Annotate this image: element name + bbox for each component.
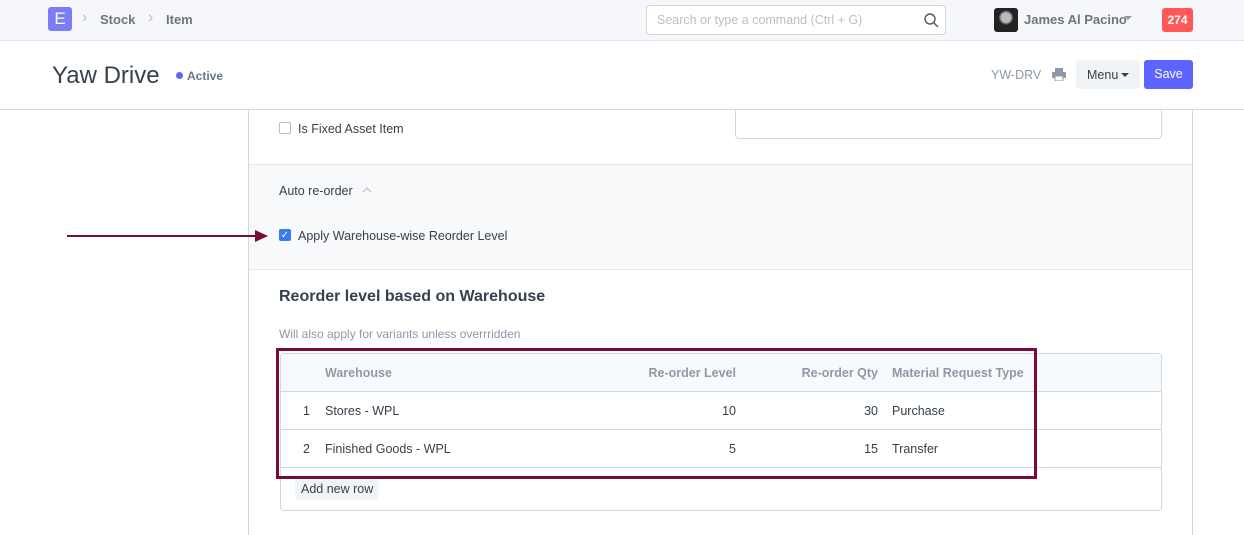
chevron-up-icon[interactable] [362,186,372,193]
col-warehouse: Warehouse [325,366,392,380]
menu-label: Menu [1087,68,1119,82]
avatar[interactable] [994,8,1018,32]
chevron-right-icon: › [82,9,88,26]
fixed-asset-checkbox[interactable] [279,122,291,134]
add-new-row-button[interactable]: Add new row [295,478,380,500]
breadcrumb-stock[interactable]: Stock [100,12,136,27]
reorder-heading: Reorder level based on Warehouse [279,288,546,305]
reorder-level-cell[interactable]: 10 [722,404,736,418]
row-index: 1 [303,404,310,418]
save-button[interactable]: Save [1144,60,1193,89]
table-header: Warehouse Re-order Level Re-order Qty Ma… [281,354,1161,392]
warehouse-cell[interactable]: Stores - WPL [325,404,400,418]
caret-down-icon [1124,16,1132,24]
status-badge: Active [187,69,224,83]
apply-warehouse-reorder-checkbox[interactable]: ✓ [279,229,291,241]
annotation-arrow-icon [67,230,268,242]
page-header [0,41,1244,110]
reorder-table: Warehouse Re-order Level Re-order Qty Ma… [280,353,1162,511]
breadcrumb-item[interactable]: Item [166,12,193,27]
reorder-qty-cell[interactable]: 15 [864,442,878,456]
apply-warehouse-reorder-label: Apply Warehouse-wise Reorder Level [298,229,508,243]
annotation-highlight-box [276,348,1037,479]
user-menu[interactable]: James Al Pacino [1024,12,1127,27]
col-reorder-level: Re-order Level [648,366,736,380]
page-title: Yaw Drive [52,62,160,89]
table-row[interactable]: 2 Finished Goods - WPL 5 15 Transfer [281,430,1161,468]
reorder-qty-cell[interactable]: 30 [864,404,878,418]
material-request-type-cell[interactable]: Purchase [892,404,945,418]
section-title[interactable]: Auto re-order [279,184,353,198]
text-field[interactable] [735,110,1162,139]
form-body [248,110,1193,535]
app-logo[interactable]: E [48,7,72,31]
caret-down-icon [1121,73,1130,81]
fixed-asset-label: Is Fixed Asset Item [298,122,404,136]
warehouse-cell[interactable]: Finished Goods - WPL [325,442,451,456]
chevron-right-icon: › [148,9,154,26]
col-reorder-qty: Re-order Qty [801,366,878,380]
item-code: YW-DRV [991,68,1042,82]
auto-reorder-section [249,164,1192,270]
table-row[interactable]: 1 Stores - WPL 10 30 Purchase [281,392,1161,430]
status-dot-icon [176,72,183,79]
reorder-level-cell[interactable]: 5 [729,442,736,456]
search-input[interactable]: Search or type a command (Ctrl + G) [646,5,946,35]
print-icon[interactable] [1052,68,1066,81]
search-placeholder: Search or type a command (Ctrl + G) [657,13,863,27]
row-index: 2 [303,442,310,456]
notification-badge[interactable]: 274 [1162,8,1193,32]
navbar [0,0,1244,41]
reorder-description: Will also apply for variants unless over… [279,327,521,341]
col-material-request-type: Material Request Type [892,366,1024,380]
search-icon [924,13,939,28]
material-request-type-cell[interactable]: Transfer [892,442,939,456]
menu-button[interactable]: Menu [1076,60,1140,89]
